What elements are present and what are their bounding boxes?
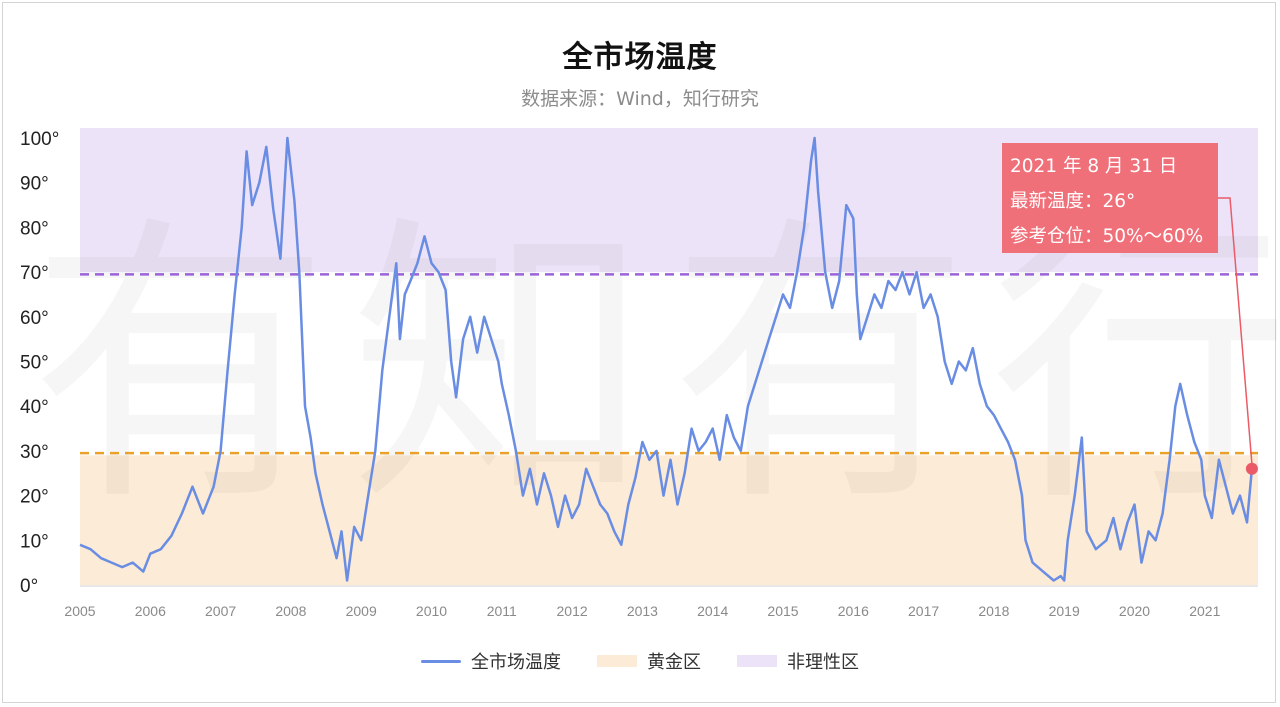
- y-tick-label: 60°: [20, 308, 49, 329]
- y-tick-label: 10°: [20, 531, 49, 552]
- x-tick-label: 2018: [978, 603, 1009, 619]
- latest-point-marker: [1245, 462, 1258, 475]
- legend-swatch-gold-zone: [597, 655, 637, 667]
- legend-item-temperature[interactable]: 全市场温度: [421, 648, 561, 674]
- y-tick-label: 100°: [20, 129, 59, 150]
- y-tick-label: 0°: [20, 576, 38, 597]
- x-tick-label: 2017: [908, 603, 939, 619]
- latest-annotation: 2021 年 8 月 31 日 最新温度：26° 参考仓位：50%～60%: [1002, 143, 1218, 253]
- y-tick-label: 80°: [20, 218, 49, 239]
- legend-label-irrational-zone: 非理性区: [787, 652, 859, 673]
- y-tick-label: 30°: [20, 442, 49, 463]
- y-tick-label: 50°: [20, 353, 49, 374]
- x-tick-label: 2006: [135, 603, 166, 619]
- x-tick-label: 2016: [838, 603, 869, 619]
- legend-label-temperature: 全市场温度: [471, 652, 561, 673]
- y-tick-label: 40°: [20, 397, 49, 418]
- x-tick-label: 2007: [205, 603, 236, 619]
- annotation-leader-line: [1218, 197, 1253, 464]
- chart-title: 全市场温度: [562, 40, 718, 75]
- x-tick-label: 2021: [1189, 603, 1220, 619]
- gold-zone-band: [80, 455, 1258, 585]
- y-tick-label: 70°: [20, 263, 49, 284]
- x-tick-label: 2015: [767, 603, 798, 619]
- x-tick-label: 2011: [487, 603, 517, 619]
- annotation-date: 2021 年 8 月 31 日: [1010, 156, 1178, 177]
- y-tick-label: 20°: [20, 487, 49, 508]
- x-tick-label: 2005: [64, 603, 95, 619]
- annotation-latest-temperature: 最新温度：26°: [1010, 191, 1136, 212]
- temperature-series-line: [79, 136, 1254, 582]
- legend-label-gold-zone: 黄金区: [647, 652, 701, 673]
- x-tick-label: 2009: [346, 603, 377, 619]
- x-tick-label: 2020: [1119, 603, 1150, 619]
- legend-item-irrational-zone[interactable]: 非理性区: [737, 648, 859, 674]
- x-tick-label: 2010: [416, 603, 447, 619]
- chart-legend: 全市场温度 黄金区 非理性区: [0, 648, 1280, 674]
- x-tick-label: 2019: [1049, 603, 1080, 619]
- legend-swatch-irrational-zone: [737, 655, 777, 667]
- y-tick-label: 90°: [20, 174, 49, 195]
- x-tick-label: 2013: [627, 603, 658, 619]
- chart-subtitle: 数据来源：Wind，知行研究: [521, 88, 759, 110]
- x-tick-label: 2012: [557, 603, 588, 619]
- annotation-position: 参考仓位：50%～60%: [1010, 226, 1204, 247]
- x-tick-label: 2014: [697, 603, 728, 619]
- x-tick-label: 2008: [275, 603, 306, 619]
- legend-swatch-temperature: [421, 659, 461, 663]
- legend-item-gold-zone[interactable]: 黄金区: [597, 648, 701, 674]
